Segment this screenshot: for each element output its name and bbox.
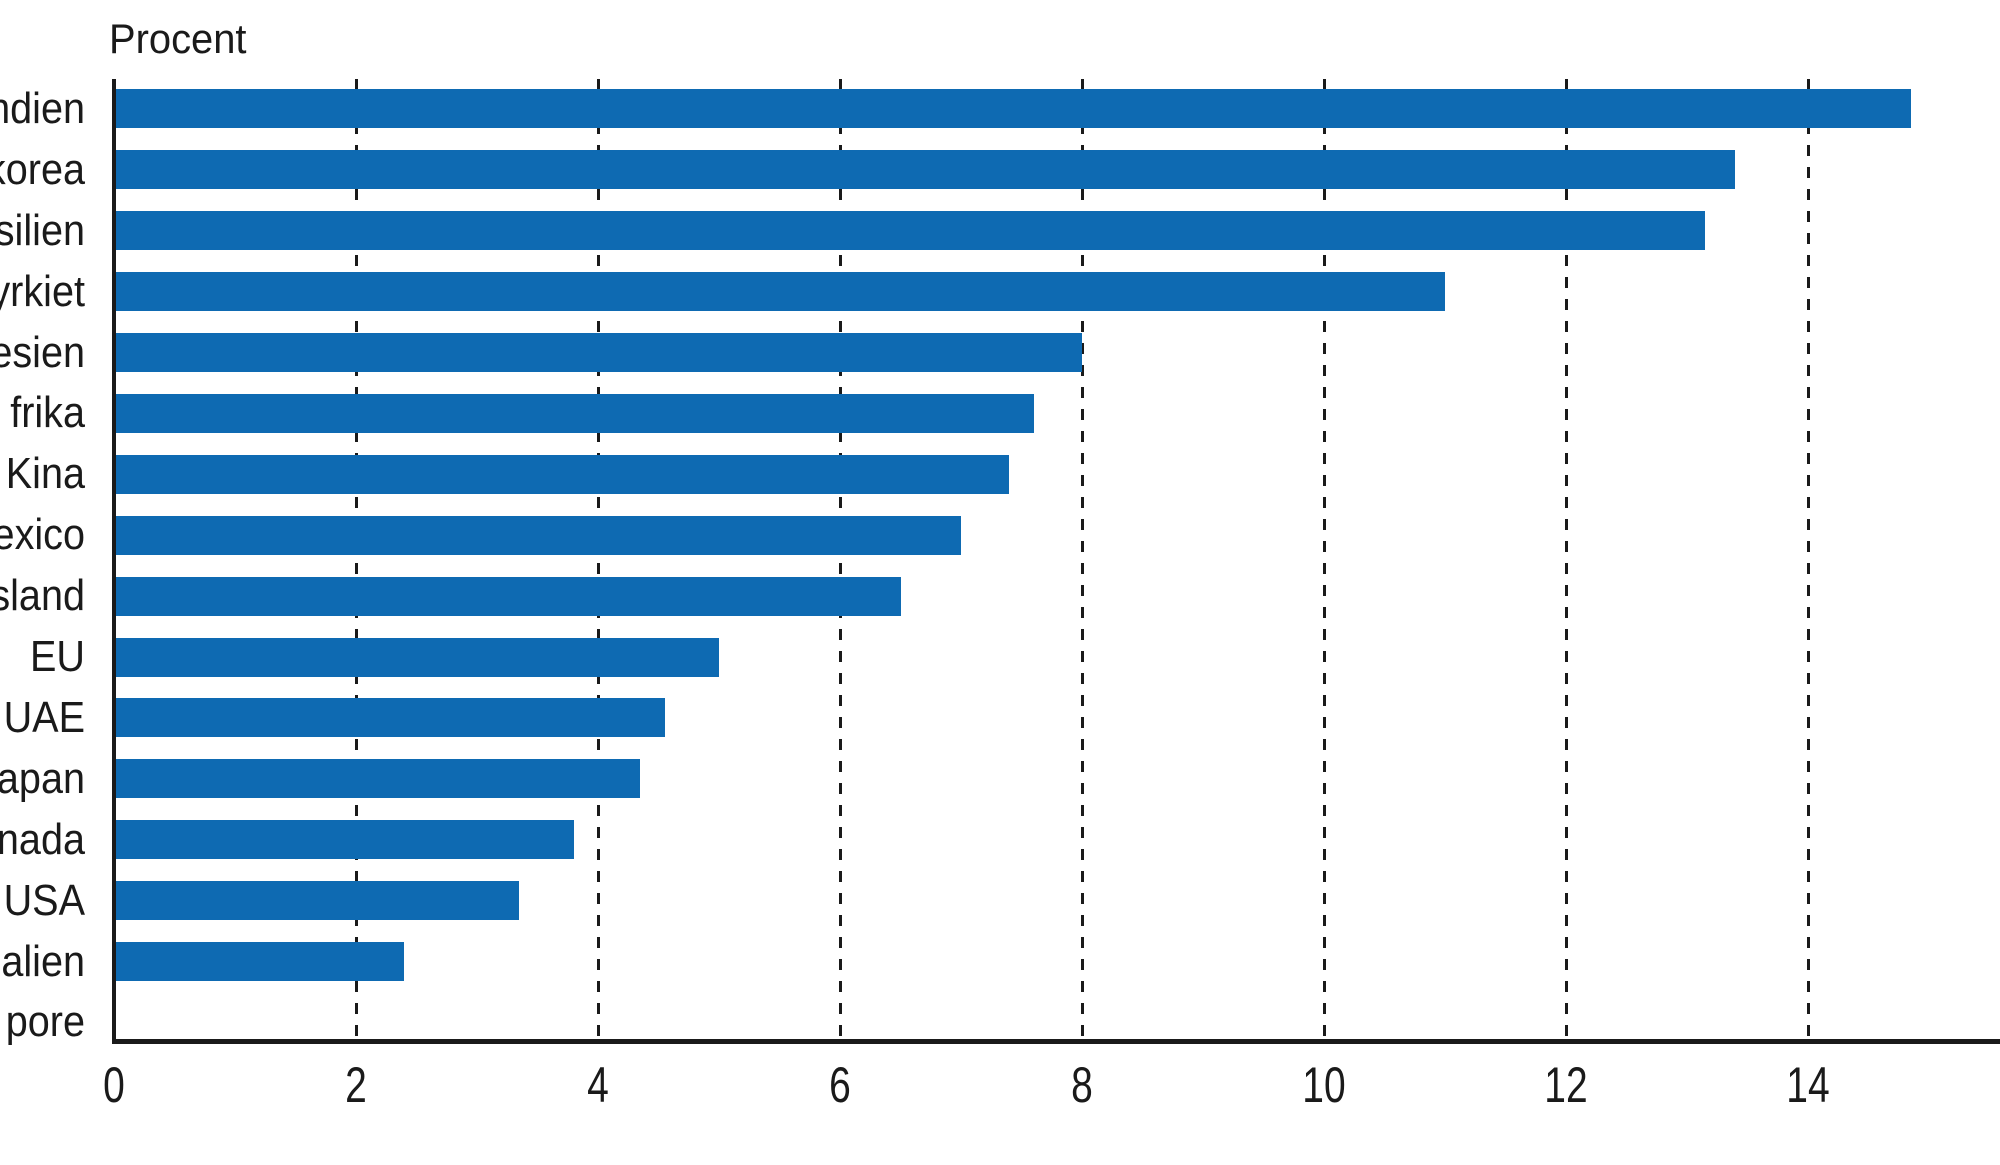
bar <box>114 881 520 921</box>
category-label: yrkiet <box>0 266 85 316</box>
category-label: USA <box>3 875 85 925</box>
x-tick-label: 14 <box>1786 1057 1830 1113</box>
gridline <box>1806 78 1810 1039</box>
bar <box>114 333 1082 373</box>
bar <box>114 942 405 982</box>
category-label: apan <box>0 753 85 803</box>
gridline <box>1322 78 1326 1039</box>
bar <box>114 637 719 677</box>
bar <box>114 393 1034 433</box>
x-tick-label: 6 <box>829 1057 851 1113</box>
x-tick-label: 10 <box>1302 1057 1346 1113</box>
gridline <box>596 78 600 1039</box>
bar <box>114 576 901 616</box>
gridline <box>1564 78 1568 1039</box>
bar <box>114 211 1706 251</box>
x-tick-label: 4 <box>587 1057 609 1113</box>
category-label: sland <box>0 571 85 621</box>
category-label: Kina <box>5 449 85 499</box>
bar <box>114 150 1736 190</box>
category-label: korea <box>0 144 85 194</box>
y-axis-line <box>112 78 116 1044</box>
x-tick-label: 8 <box>1071 1057 1093 1113</box>
chart-title: Procent <box>109 15 247 62</box>
x-axis-line <box>112 1039 2000 1044</box>
x-tick-label: 2 <box>345 1057 367 1113</box>
x-tick-label: 12 <box>1544 1057 1588 1113</box>
bar <box>114 89 1911 129</box>
category-label: ndien <box>0 83 85 133</box>
category-label: nada <box>0 814 85 864</box>
bar <box>114 759 641 799</box>
bar <box>114 820 574 860</box>
bar <box>114 698 665 738</box>
bar <box>114 515 961 555</box>
category-label: EU <box>29 632 85 682</box>
category-label: exico <box>0 510 85 560</box>
category-label: UAE <box>3 692 85 742</box>
category-label: esien <box>0 327 85 377</box>
bar <box>114 272 1445 312</box>
category-label: alien <box>1 936 85 986</box>
gridline <box>838 78 842 1039</box>
bar <box>114 454 1010 494</box>
gridline <box>1080 78 1084 1039</box>
gridline <box>354 78 358 1039</box>
category-label: frika <box>10 388 85 438</box>
x-tick-label: 0 <box>103 1057 125 1113</box>
category-label: pore <box>5 997 85 1047</box>
category-label: silien <box>0 205 85 255</box>
